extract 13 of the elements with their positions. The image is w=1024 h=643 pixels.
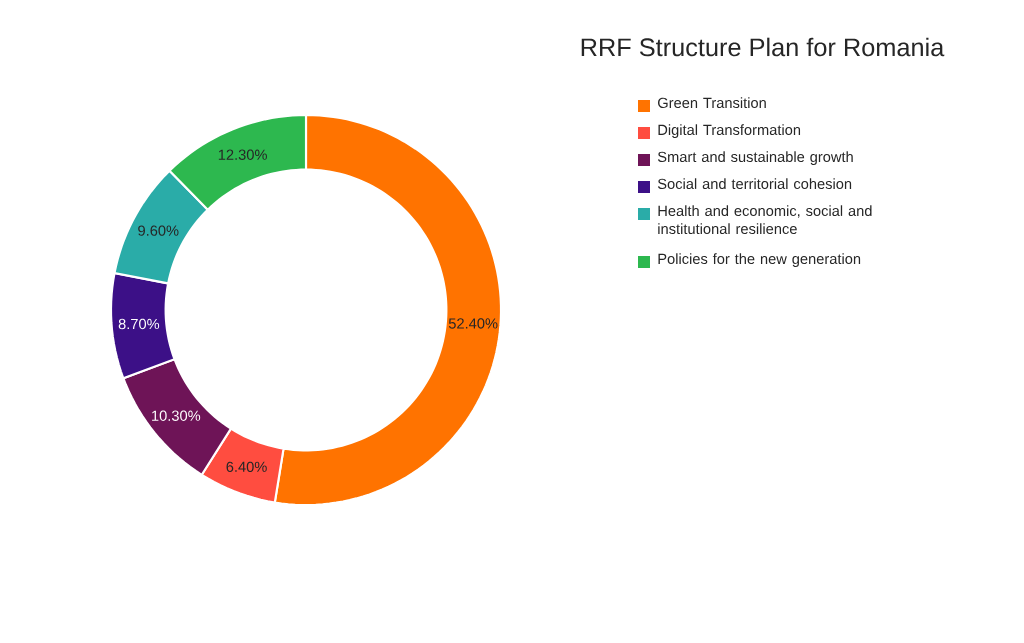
data-label: 12.30% <box>218 149 267 160</box>
legend-label: Digital Transformation <box>658 124 801 138</box>
data-label: 9.60% <box>138 225 179 236</box>
legend-label: Green Transition <box>658 97 766 109</box>
legend-label: Smart and sustainable growth <box>657 151 853 165</box>
chart-title: RRF Structure Plan for Romania <box>581 37 945 57</box>
data-label: 6.40% <box>226 461 267 472</box>
data-label: 10.30% <box>152 410 201 421</box>
legend-label: Social and territorial cohesion <box>657 178 852 190</box>
legend-label: Health and economic, social and institutional resilience <box>658 205 872 235</box>
data-label: 52.40% <box>448 318 498 329</box>
legend-label: Policies for the new generation <box>658 253 861 267</box>
data-label: 8.70% <box>118 318 160 330</box>
